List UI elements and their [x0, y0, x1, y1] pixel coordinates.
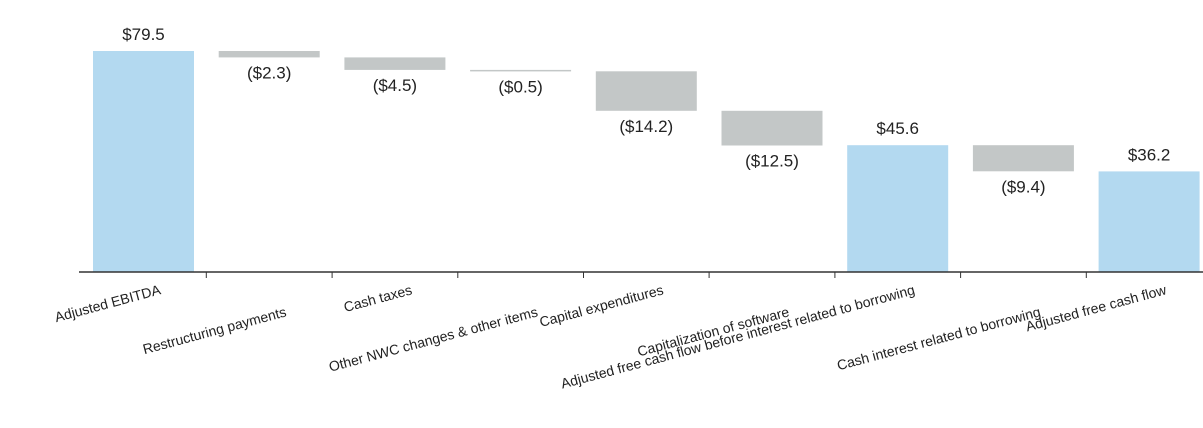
data-label-capital-expenditures: ($14.2) [619, 117, 673, 136]
bar-restructuring-payments [218, 51, 320, 58]
category-label-adjusted-free-cash-flow: Adjusted free cash flow [1024, 281, 1169, 334]
bar-other-nwc-changes-and-other-items [470, 69, 572, 72]
category-label-cash-interest-related-to-borrowing: Cash interest related to borrowing [835, 303, 1042, 373]
bar-capitalization-of-software [721, 110, 823, 146]
bar-cash-taxes [344, 57, 446, 70]
data-label-adjusted-free-cash-flow: $36.2 [1128, 145, 1171, 164]
data-label-adjusted-free-cash-flow-before-interest-related-to-borrowing: $45.6 [876, 119, 919, 138]
data-label-restructuring-payments: ($2.3) [247, 63, 291, 82]
bar-cash-interest-related-to-borrowing [972, 145, 1074, 172]
category-label-cash-taxes: Cash taxes [342, 281, 414, 315]
bar-capital-expenditures [595, 71, 697, 111]
bar-adjusted-free-cash-flow [1098, 171, 1200, 272]
bar-adjusted-free-cash-flow-before-interest-related-to-borrowing [847, 145, 949, 272]
bar-adjusted-ebitda [93, 51, 194, 272]
category-label-capital-expenditures: Capital expenditures [538, 281, 665, 329]
category-label-other-nwc-changes-and-other-items: Other NWC changes & other items [327, 303, 539, 374]
data-label-cash-taxes: ($4.5) [373, 76, 417, 95]
category-label-restructuring-payments: Restructuring payments [141, 303, 288, 357]
data-label-cash-interest-related-to-borrowing: ($9.4) [1001, 177, 1045, 196]
data-label-capitalization-of-software: ($12.5) [745, 152, 799, 171]
data-label-other-nwc-changes-and-other-items: ($0.5) [498, 77, 542, 96]
data-label-adjusted-ebitda: $79.5 [122, 25, 165, 44]
category-label-adjusted-ebitda: Adjusted EBITDA [53, 281, 163, 325]
